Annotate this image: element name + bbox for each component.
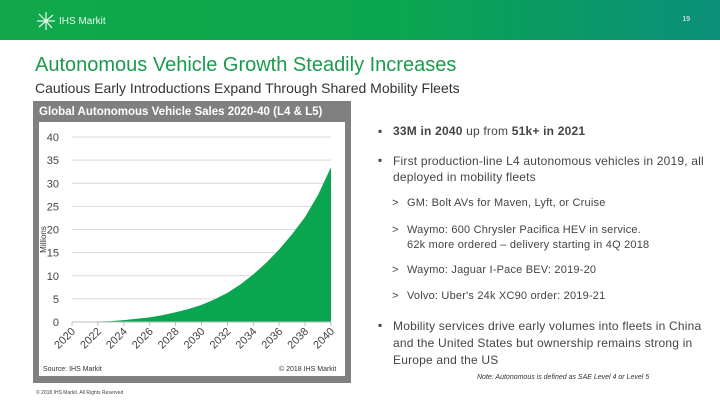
x-tick-label: 2022 [78,326,104,352]
sub-bullet-text: Volvo: Uber's 24k XC90 order: 2019-21 [407,290,606,302]
sub-bullet-text: Waymo: 600 Chrysler Pacifica HEV in serv… [407,224,650,251]
sub-bullet-text: Waymo: Jaguar I-Pace BEV: 2019-20 [407,264,597,276]
bullet-2-text: First production-line L4 autonomous vehi… [393,154,704,184]
area-chart: 0 5 10 15 20 25 30 35 40 2020 2022 2024 2026 2028 2030… [39,132,337,352]
x-tick-label: 2028 [156,326,182,352]
slide-title: Autonomous Vehicle Growth Steadily Incre… [35,54,457,76]
sub-bullet-2: > Waymo: 600 Chrysler Pacifica HEV in ser… [392,223,662,253]
bullet-3-text: Mobility services drive early volumes in… [393,319,702,367]
brand-name: IHS Markit [59,15,106,27]
page-number: 19 [682,16,690,23]
y-tick-label: 35 [47,155,59,167]
bullet-2: ▪ First production-line L4 autonomous veh… [378,153,708,185]
x-tick-label: 2032 [208,326,234,352]
chart-panel: Global Autonomous Vehicle Sales 2020-40 … [33,101,351,383]
y-tick-label: 15 [47,248,59,260]
x-tick-label: 2026 [130,326,156,352]
y-tick-label: 30 [47,178,59,190]
y-tick-label: 10 [47,271,59,283]
y-tick-label: 20 [47,225,59,237]
y-tick-label: 0 [53,317,59,329]
chart-copyright: © 2018 IHS Markit [279,366,337,373]
chart-title: Global Autonomous Vehicle Sales 2020-40 … [39,106,323,118]
sub-bullet-4: > Volvo: Uber's 24k XC90 order: 2019-21 [392,290,606,302]
bullet-3: ▪ Mobility services drive early volumes i… [378,318,708,369]
sub-bullet-text: GM: Bolt AVs for Maven, Lyft, or Cruise [407,197,606,209]
x-tick-label: 2030 [182,326,208,352]
x-tick-label: 2036 [260,326,286,352]
area-series [72,167,331,322]
bullet-1-part: 33M in 2040 [393,124,463,138]
y-tick-label: 40 [47,132,59,144]
footnote: Note: Autonomous is defined as SAE Level… [477,374,650,381]
bullet-1-part: 51k+ in 2021 [511,124,586,138]
x-tick-label: 2038 [285,326,311,352]
y-tick-label: 25 [47,201,59,213]
chart-source: Source: IHS Markit [43,366,102,373]
brand-logo: IHS Markit [36,11,106,31]
y-axis-label: Millions [39,226,48,253]
header-banner: IHS Markit 19 [0,0,720,40]
x-tick-label: 2034 [234,326,260,352]
bullet-1-part: up from [462,124,512,138]
slide-subtitle: Cautious Early Introductions Expand Thro… [35,80,460,96]
x-tick-label: 2020 [52,326,78,352]
chart-area: 0 5 10 15 20 25 30 35 40 2020 2022 2024 2026 2028 2030… [39,122,345,376]
x-tick-label: 2040 [311,326,337,352]
sub-bullet-3: > Waymo: Jaguar I-Pace BEV: 2019-20 [392,264,597,276]
footer-copyright: © 2018 IHS Markit. All Rights Reserved [36,390,124,396]
starburst-icon [37,12,55,30]
sub-bullet-1: > GM: Bolt AVs for Maven, Lyft, or Cruise [392,197,606,209]
bullet-1-text: 33M in 2040 up from 51k+ in 2021 [393,124,585,138]
x-tick-label: 2024 [104,326,130,352]
bullet-1: ▪ 33M in 2040 up from 51k+ in 2021 [378,124,586,138]
y-tick-label: 5 [53,294,59,306]
